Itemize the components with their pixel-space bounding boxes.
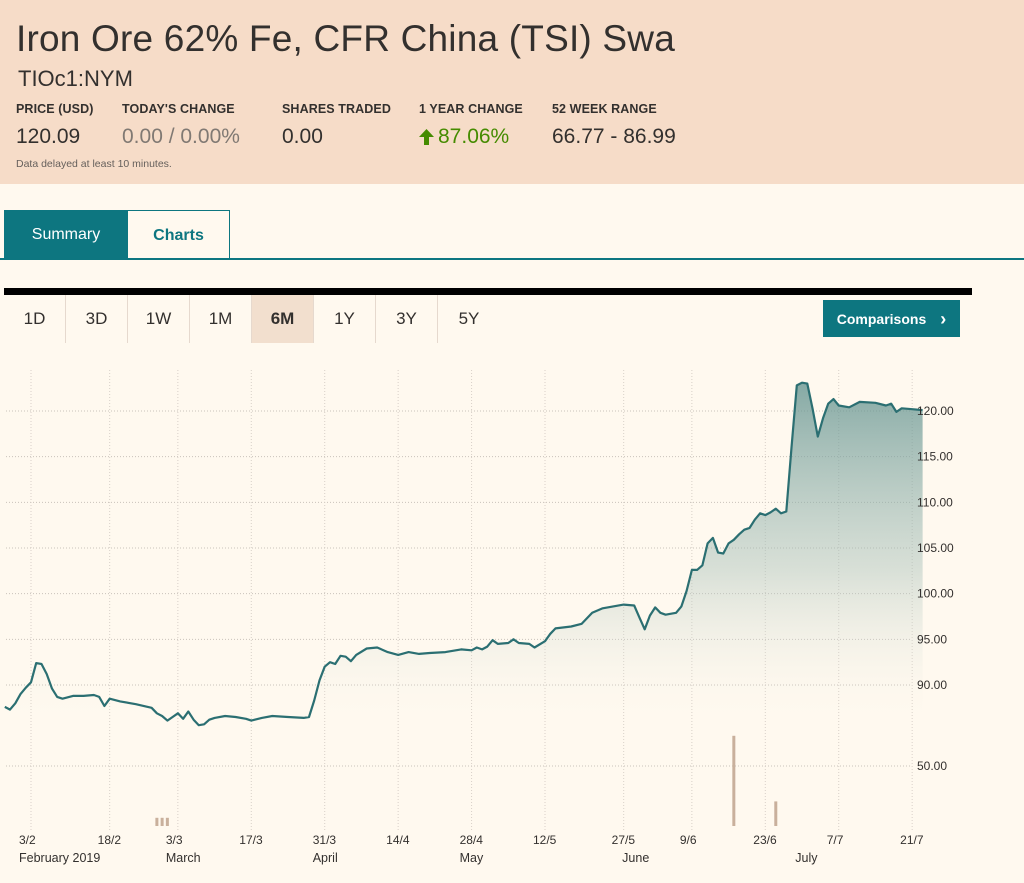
- delay-note: Data delayed at least 10 minutes.: [16, 158, 172, 170]
- instrument-symbol: TIOc1:NYM: [18, 66, 133, 91]
- stat-todays-change-value: 0.00 / 0.00%: [122, 125, 240, 148]
- volume-bar: [732, 735, 736, 826]
- x-tick-label: 28/4: [460, 833, 484, 847]
- x-tick-label: 9/6: [680, 833, 697, 847]
- volume-bar: [160, 817, 164, 826]
- range-selector: 1D 3D 1W 1M 6M 1Y 3Y 5Y: [4, 295, 500, 343]
- stat-todays-change-label: TODAY'S CHANGE: [122, 102, 235, 116]
- volume-bar: [774, 801, 778, 826]
- y-tick-label: 110.00: [917, 495, 953, 509]
- price-chart[interactable]: 120.00 115.00 110.00 105.00 100.00 95.00 90.00…: [0, 360, 1024, 880]
- quote-header: Iron Ore 62% Fe, CFR China (TSI) Swa TIO…: [0, 0, 1024, 184]
- x-month-label: July: [795, 851, 818, 865]
- range-3d-button[interactable]: 3D: [66, 295, 128, 343]
- comparisons-label: Comparisons: [836, 310, 927, 327]
- y-tick-label: 105.00: [917, 541, 954, 555]
- y-tick-label: 50.00: [917, 759, 947, 773]
- stat-52-week-range-label: 52 WEEK RANGE: [552, 102, 657, 116]
- x-tick-label: 17/3: [239, 833, 263, 847]
- x-tick-label: 18/2: [98, 833, 122, 847]
- x-tick-label: 7/7: [827, 833, 844, 847]
- stat-52-week-range: 52 WEEK RANGE 66.77 - 86.99: [552, 102, 676, 149]
- chart-x-axis: 3/2 18/2 3/3 17/3 31/3 14/4 28/4 12/5 27/5 9/6 23/…: [19, 833, 924, 865]
- arrow-up-icon: [419, 129, 434, 145]
- stat-price-label: PRICE (USD): [16, 102, 94, 116]
- volume-bar: [155, 817, 159, 826]
- chart-y-axis: 120.00 115.00 110.00 105.00 100.00 95.00 90.00…: [917, 404, 954, 773]
- tabs-underline: [0, 258, 1024, 260]
- range-1w-button[interactable]: 1W: [128, 295, 190, 343]
- chevron-right-icon: ›: [940, 308, 947, 329]
- section-divider: [4, 288, 972, 295]
- comparisons-button[interactable]: Comparisons ›: [823, 300, 960, 337]
- x-tick-label: 3/2: [19, 833, 36, 847]
- stat-year-change-value: 87.06%: [438, 125, 510, 148]
- y-tick-label: 90.00: [917, 678, 947, 692]
- stat-year-change: 1 YEAR CHANGE 87.06%: [419, 102, 523, 149]
- stat-52-week-range-value: 66.77 - 86.99: [552, 125, 676, 148]
- y-tick-label: 115.00: [917, 450, 953, 464]
- x-month-label: April: [313, 851, 338, 865]
- x-tick-label: 21/7: [900, 833, 924, 847]
- price-line[interactable]: [4, 381, 923, 727]
- range-1y-button[interactable]: 1Y: [314, 295, 376, 343]
- range-1m-button[interactable]: 1M: [190, 295, 252, 343]
- chart-volume-layer: [155, 735, 778, 826]
- x-tick-label: 31/3: [313, 833, 337, 847]
- y-tick-label: 120.00: [917, 404, 954, 418]
- x-month-label: February 2019: [19, 851, 100, 865]
- y-tick-label: 95.00: [917, 632, 947, 646]
- tab-summary[interactable]: Summary: [4, 210, 128, 260]
- range-6m-button[interactable]: 6M: [252, 295, 314, 343]
- chart-area-layer: [4, 381, 923, 727]
- x-month-label: June: [622, 851, 649, 865]
- stat-todays-change: TODAY'S CHANGE 0.00 / 0.00%: [122, 102, 240, 149]
- y-tick-label: 100.00: [917, 587, 954, 601]
- instrument-title: Iron Ore 62% Fe, CFR China (TSI) Swa: [16, 18, 675, 59]
- x-tick-label: 12/5: [533, 833, 557, 847]
- x-month-label: March: [166, 851, 201, 865]
- price-area: [4, 382, 923, 726]
- range-1d-button[interactable]: 1D: [4, 295, 66, 343]
- range-3y-button[interactable]: 3Y: [376, 295, 438, 343]
- stat-year-change-row: 87.06%: [419, 125, 523, 149]
- stat-shares-traded-value: 0.00: [282, 125, 323, 148]
- stat-shares-traded-label: SHARES TRADED: [282, 102, 391, 116]
- range-5y-button[interactable]: 5Y: [458, 309, 480, 328]
- volume-bar: [165, 817, 169, 826]
- stat-price-value: 120.09: [16, 125, 81, 148]
- stat-year-change-label: 1 YEAR CHANGE: [419, 102, 523, 116]
- x-tick-label: 3/3: [166, 833, 183, 847]
- x-tick-label: 27/5: [612, 833, 636, 847]
- x-month-label: May: [460, 851, 484, 865]
- x-tick-label: 14/4: [386, 833, 410, 847]
- x-tick-label: 23/6: [753, 833, 777, 847]
- stat-shares-traded: SHARES TRADED 0.00: [282, 102, 391, 149]
- stat-price: PRICE (USD) 120.09: [16, 102, 94, 149]
- tab-charts[interactable]: Charts: [127, 210, 230, 260]
